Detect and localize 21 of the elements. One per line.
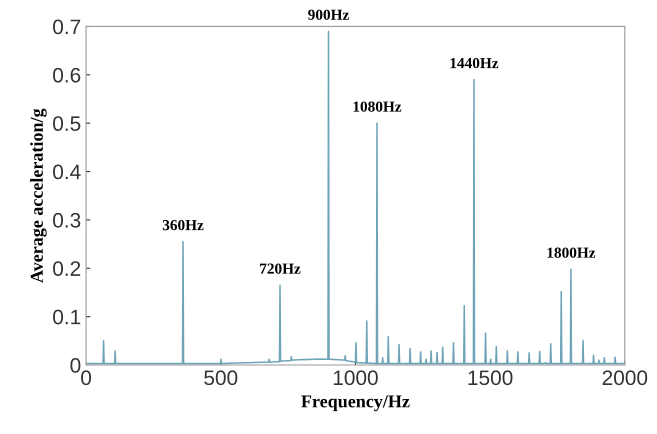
annotation: 1440Hz: [450, 58, 498, 68]
x-tick-label: 1500: [468, 370, 512, 386]
x-tick-label: 1000: [334, 370, 378, 386]
y-tick-label: 0.2: [53, 261, 80, 276]
x-axis-title: Frequency/Hz: [301, 395, 410, 412]
y-tick-label: 0: [70, 358, 80, 373]
y-tick-label: 0.5: [53, 116, 80, 131]
annotation: 1080Hz: [354, 101, 402, 112]
annotation: 360Hz: [162, 220, 204, 230]
y-tick-label: 0.7: [53, 19, 80, 34]
annotation: 900Hz: [308, 10, 349, 20]
y-tick-label: 0.4: [53, 164, 81, 180]
x-tick-label: 2000: [602, 370, 648, 386]
x-tick-label: 0: [81, 370, 92, 386]
x-tick-label: 500: [204, 370, 238, 386]
y-axis-title: Average acceleration/g: [30, 108, 47, 283]
annotation: 1800Hz: [548, 247, 596, 258]
y-tick-label: 0.1: [53, 310, 80, 324]
y-tick-label: 0.3: [53, 212, 80, 228]
y-tick-label: 0.6: [53, 68, 80, 83]
annotation: 720Hz: [260, 263, 300, 274]
